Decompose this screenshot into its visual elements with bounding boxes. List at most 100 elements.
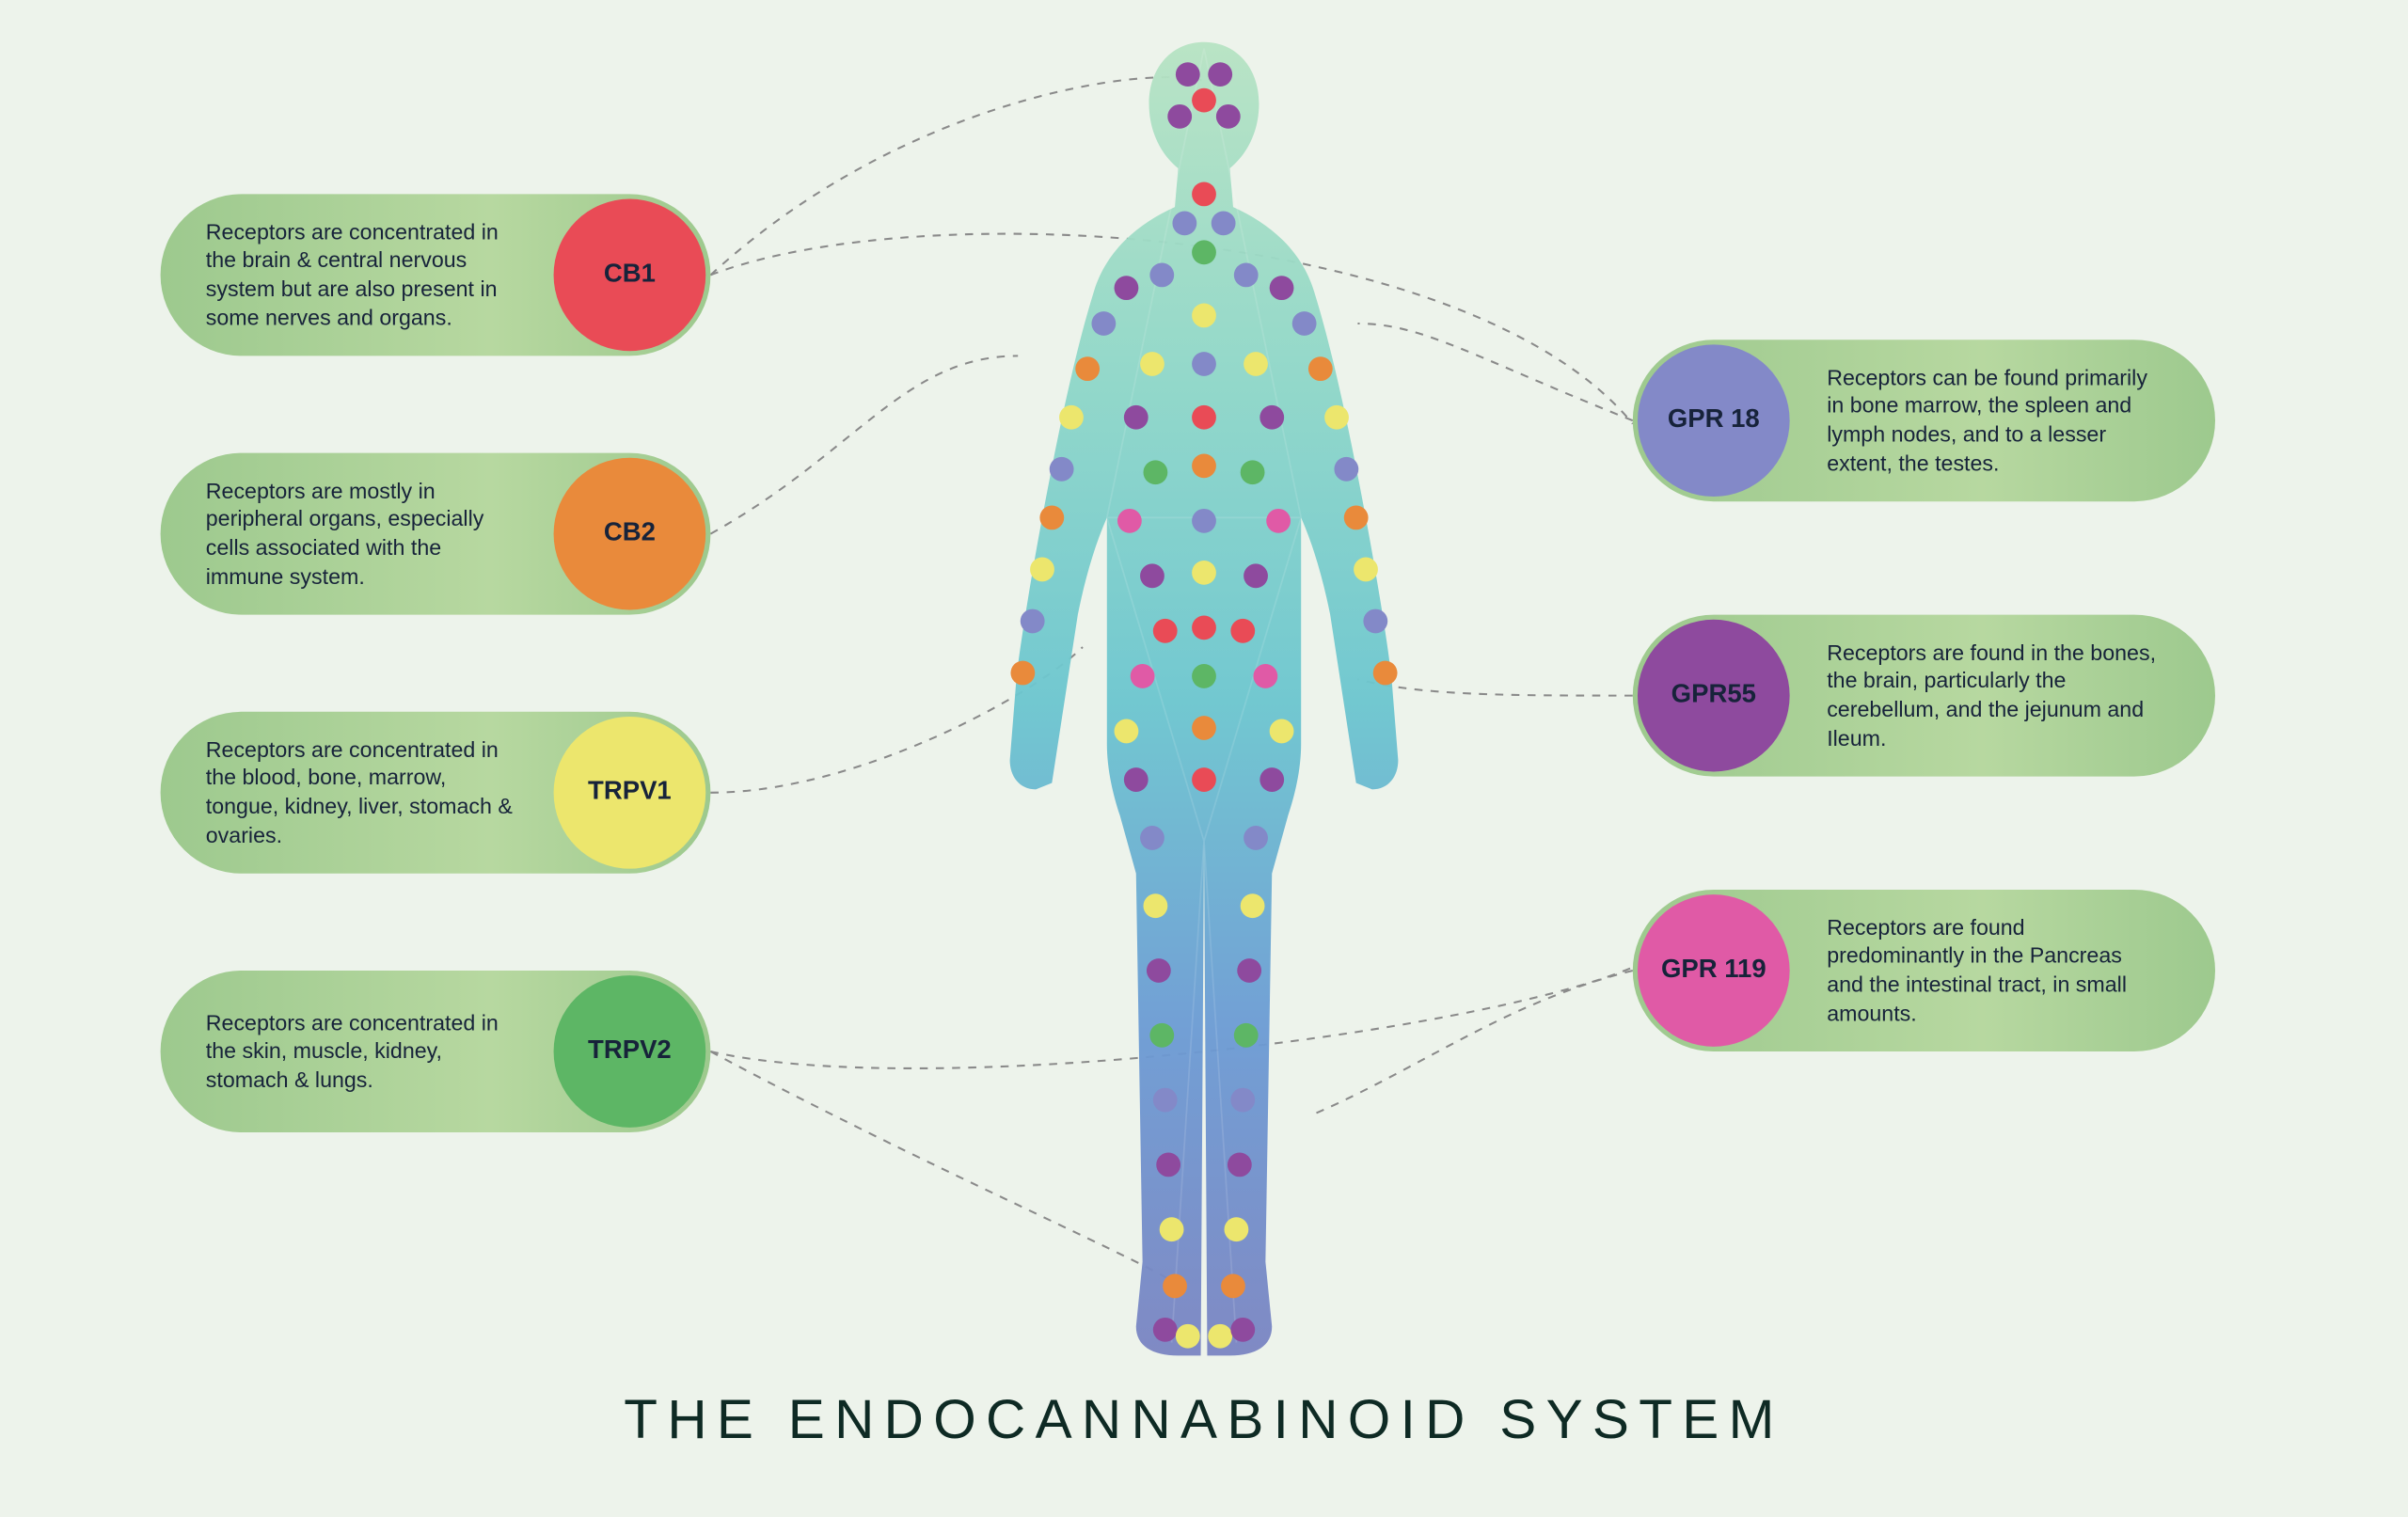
receptor-dot-cb2 xyxy=(1192,453,1216,478)
receptor-pill-gpr18: Receptors can be found primarily in bone… xyxy=(1633,340,2215,501)
receptor-dot-trpv1 xyxy=(1140,352,1164,376)
receptor-dot-gpr18 xyxy=(1234,263,1259,288)
receptor-dot-gpr18 xyxy=(1192,352,1216,376)
receptor-dot-gpr18 xyxy=(1050,457,1074,482)
receptor-dot-trpv2 xyxy=(1234,1023,1259,1048)
receptor-dot-gpr18 xyxy=(1292,311,1317,336)
receptor-dot-gpr18 xyxy=(1153,1088,1178,1113)
receptor-label: GPR 119 xyxy=(1661,956,1766,986)
receptor-dot-cb1 xyxy=(1192,767,1216,792)
receptor-dot-gpr55 xyxy=(1156,1153,1180,1177)
receptor-dot-gpr55 xyxy=(1140,563,1164,588)
receptor-label: TRPV2 xyxy=(588,1037,672,1067)
receptor-dot-cb2 xyxy=(1192,716,1216,740)
receptor-dot-trpv1 xyxy=(1192,304,1216,328)
receptor-dot-gpr55 xyxy=(1153,1318,1178,1342)
receptor-desc: Receptors are found predominantly in the… xyxy=(1827,914,2159,1028)
receptor-badge-cb2: CB2 xyxy=(554,458,706,610)
receptor-dot-trpv1 xyxy=(1030,558,1054,582)
receptor-dot-gpr18 xyxy=(1363,609,1387,634)
receptor-dot-cb1 xyxy=(1153,619,1178,643)
receptor-label: CB2 xyxy=(604,519,656,548)
receptor-dot-cb2 xyxy=(1039,506,1064,530)
receptor-dot-gpr55 xyxy=(1115,276,1139,300)
receptor-dot-trpv1 xyxy=(1160,1217,1184,1241)
receptor-badge-gpr119: GPR 119 xyxy=(1638,894,1790,1047)
receptor-dot-gpr55 xyxy=(1230,1318,1255,1342)
receptor-pill-cb2: Receptors are mostly in peripheral organ… xyxy=(161,453,711,615)
receptor-dot-gpr55 xyxy=(1216,104,1241,129)
receptor-dot-gpr119 xyxy=(1131,664,1155,688)
receptor-badge-trpv2: TRPV2 xyxy=(554,975,706,1128)
receptor-dot-cb2 xyxy=(1308,356,1333,381)
receptor-desc: Receptors can be found primarily in bone… xyxy=(1827,364,2159,478)
receptor-desc: Receptors are mostly in peripheral organ… xyxy=(206,477,516,591)
receptor-dot-trpv1 xyxy=(1059,405,1084,430)
receptor-dot-gpr18 xyxy=(1021,609,1045,634)
infographic-stage: Receptors are concentrated in the brain … xyxy=(15,0,2393,1498)
receptor-dot-gpr18 xyxy=(1334,457,1358,482)
receptor-badge-gpr18: GPR 18 xyxy=(1638,344,1790,497)
receptor-pill-gpr55: Receptors are found in the bones, the br… xyxy=(1633,615,2215,777)
receptor-dot-gpr18 xyxy=(1192,509,1216,533)
receptor-dot-trpv1 xyxy=(1244,352,1268,376)
receptor-dot-gpr18 xyxy=(1230,1088,1255,1113)
receptor-badge-cb1: CB1 xyxy=(554,199,706,352)
receptor-dot-cb2 xyxy=(1163,1274,1187,1299)
receptor-dot-trpv1 xyxy=(1176,1324,1200,1349)
receptor-dot-trpv1 xyxy=(1192,561,1216,585)
receptor-dot-trpv2 xyxy=(1192,240,1216,264)
receptor-dot-gpr55 xyxy=(1259,405,1284,430)
receptor-dot-gpr55 xyxy=(1176,62,1200,87)
receptor-dot-gpr55 xyxy=(1124,767,1149,792)
receptor-dot-gpr18 xyxy=(1212,211,1236,235)
receptor-label: CB1 xyxy=(604,261,656,290)
receptor-dot-trpv2 xyxy=(1192,664,1216,688)
receptor-dot-gpr18 xyxy=(1091,311,1116,336)
receptor-pill-trpv1: Receptors are concentrated in the blood,… xyxy=(161,712,711,874)
receptor-dot-cb2 xyxy=(1373,661,1398,686)
receptor-dot-trpv1 xyxy=(1324,405,1349,430)
receptor-dot-gpr119 xyxy=(1117,509,1142,533)
receptor-dot-cb2 xyxy=(1344,506,1369,530)
receptor-dot-trpv1 xyxy=(1115,719,1139,744)
human-body-figure xyxy=(945,32,1463,1358)
receptor-dot-cb1 xyxy=(1192,405,1216,430)
receptor-dot-trpv1 xyxy=(1241,893,1265,918)
receptor-dot-trpv2 xyxy=(1241,460,1265,484)
receptor-dot-gpr55 xyxy=(1237,958,1261,983)
receptor-dot-trpv2 xyxy=(1144,460,1168,484)
receptor-pill-gpr119: Receptors are found predominantly in the… xyxy=(1633,890,2215,1051)
receptor-badge-trpv1: TRPV1 xyxy=(554,717,706,869)
receptor-dot-gpr18 xyxy=(1244,826,1268,850)
receptor-dot-trpv1 xyxy=(1208,1324,1232,1349)
receptor-dot-gpr18 xyxy=(1149,263,1174,288)
receptor-desc: Receptors are found in the bones, the br… xyxy=(1827,639,2159,752)
receptor-dot-gpr55 xyxy=(1244,563,1268,588)
receptor-dot-gpr18 xyxy=(1172,211,1196,235)
receptor-dot-trpv2 xyxy=(1149,1023,1174,1048)
receptor-dot-cb2 xyxy=(1075,356,1100,381)
receptor-pill-cb1: Receptors are concentrated in the brain … xyxy=(161,194,711,356)
receptor-dot-cb1 xyxy=(1230,619,1255,643)
receptor-dot-trpv1 xyxy=(1354,558,1378,582)
receptor-label: GPR 18 xyxy=(1668,406,1760,435)
receptor-pill-trpv2: Receptors are concentrated in the skin, … xyxy=(161,971,711,1132)
receptor-desc: Receptors are concentrated in the brain … xyxy=(206,218,516,332)
receptor-dot-gpr55 xyxy=(1270,276,1294,300)
receptor-dot-cb1 xyxy=(1192,615,1216,640)
receptor-dot-gpr55 xyxy=(1228,1153,1252,1177)
receptor-label: TRPV1 xyxy=(588,778,672,807)
receptor-dot-gpr55 xyxy=(1208,62,1232,87)
receptor-label: GPR55 xyxy=(1671,681,1756,710)
receptor-dot-gpr18 xyxy=(1140,826,1164,850)
receptor-dot-gpr55 xyxy=(1147,958,1171,983)
receptor-dot-cb1 xyxy=(1192,88,1216,113)
receptor-badge-gpr55: GPR55 xyxy=(1638,620,1790,772)
receptor-dot-gpr119 xyxy=(1266,509,1291,533)
receptor-dot-gpr55 xyxy=(1124,405,1149,430)
receptor-dot-cb2 xyxy=(1010,661,1035,686)
infographic-title: THE ENDOCANNABINOID SYSTEM xyxy=(15,1389,2393,1452)
receptor-dot-gpr119 xyxy=(1253,664,1277,688)
receptor-dot-trpv1 xyxy=(1270,719,1294,744)
